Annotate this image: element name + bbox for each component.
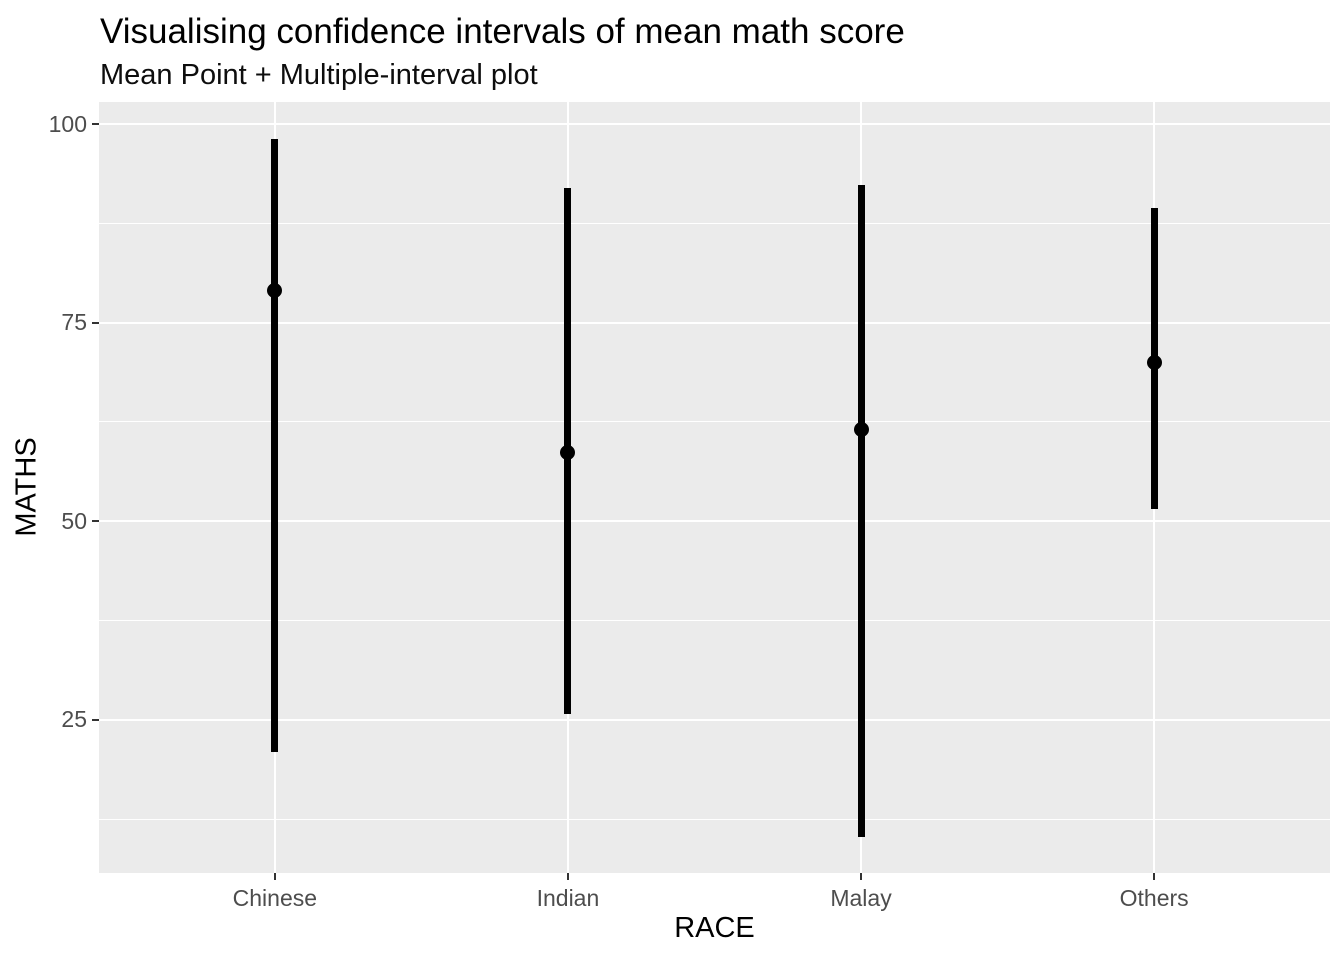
- y-axis-tick-label: 50: [61, 507, 87, 534]
- y-axis-tick-label: 25: [61, 706, 87, 733]
- y-axis-title: MATHS: [10, 437, 43, 537]
- gridline-horizontal-major: [99, 321, 1330, 324]
- gridline-horizontal-major: [99, 520, 1330, 523]
- gridline-horizontal-major: [99, 123, 1330, 126]
- plot-panel: [99, 102, 1330, 873]
- mean-point-others: [1146, 354, 1162, 370]
- y-axis-tick-label: 100: [48, 110, 87, 137]
- y-axis-tick-mark: [92, 718, 99, 721]
- x-axis-tick-mark: [273, 873, 276, 880]
- y-axis-tick-mark: [92, 123, 99, 126]
- x-axis-title: RACE: [674, 912, 755, 944]
- y-axis-tick-label: 75: [61, 309, 87, 336]
- gridline-horizontal-minor: [99, 619, 1330, 621]
- confidence-interval-bar-chinese: [271, 139, 279, 752]
- x-axis-tick-label: Malay: [830, 885, 892, 911]
- y-axis-tick-mark: [92, 520, 99, 523]
- gridline-horizontal-minor: [99, 818, 1330, 820]
- mean-point-malay: [853, 422, 869, 438]
- y-axis-tick-mark: [92, 321, 99, 324]
- confidence-interval-bar-malay: [857, 185, 865, 838]
- gridline-horizontal-minor: [99, 421, 1330, 423]
- mean-point-indian: [560, 445, 576, 461]
- x-axis-tick-mark: [1153, 873, 1156, 880]
- chart-title: Visualising confidence intervals of mean…: [100, 12, 905, 51]
- gridline-horizontal-minor: [99, 222, 1330, 224]
- chart-subtitle: Mean Point + Multiple-interval plot: [100, 59, 538, 91]
- mean-point-chinese: [267, 283, 283, 299]
- x-axis-tick-label: Indian: [536, 885, 600, 911]
- x-axis-tick-label: Chinese: [232, 885, 318, 911]
- x-axis-tick-mark: [860, 873, 863, 880]
- gridline-horizontal-major: [99, 718, 1330, 721]
- x-axis-tick-label: Others: [1119, 885, 1189, 911]
- x-axis-tick-mark: [566, 873, 569, 880]
